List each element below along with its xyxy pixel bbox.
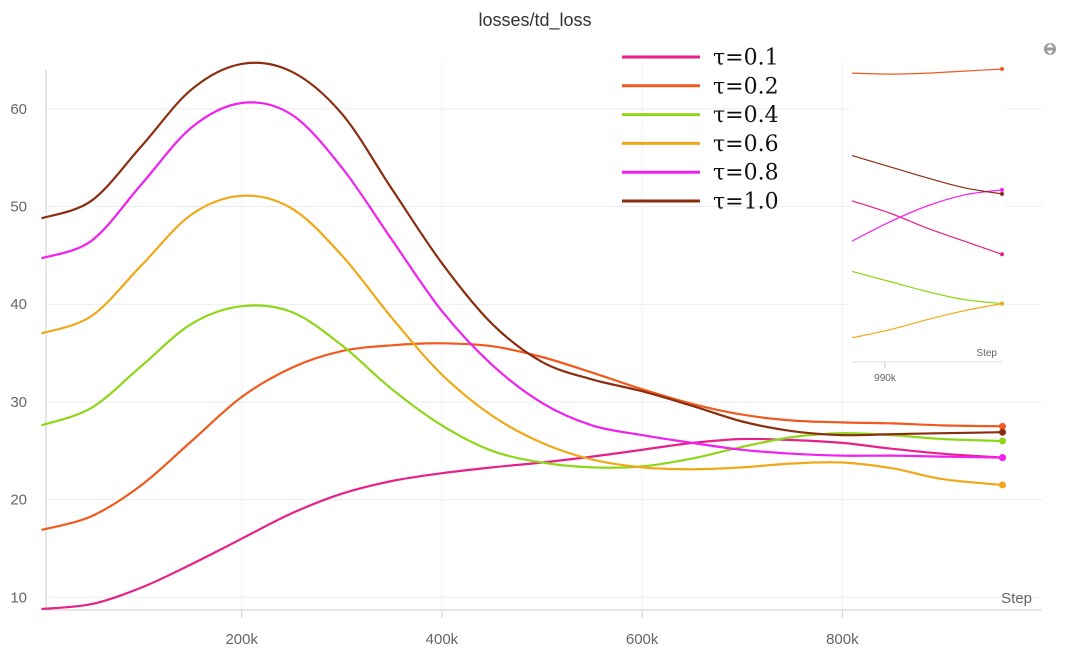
inset-background	[850, 60, 1006, 362]
series-line-0[interactable]	[41, 437, 1003, 611]
series-line-3[interactable]	[41, 194, 1003, 487]
series-end-point-3[interactable]	[999, 481, 1007, 489]
axes: 10 20 30 40 50 60 200k 400k 600k 800k	[10, 70, 1042, 648]
legend[interactable]: τ=0.1 τ=0.2 τ=0.4 τ=0.6 τ=0.8 τ=1.0	[622, 46, 779, 215]
chart-title: losses/td_loss	[478, 10, 591, 31]
x-tick-label: 200k	[225, 631, 258, 648]
inset-series-end-point-5	[1000, 191, 1004, 196]
inset-series-line-3	[851, 303, 1003, 339]
x-tick-label: 400k	[426, 631, 459, 648]
inset-series-end-point-4	[1000, 187, 1004, 192]
series-end-point-2[interactable]	[999, 437, 1007, 445]
inset-zoom-panel: 990k Step	[850, 60, 1006, 384]
series-line-1[interactable]	[41, 342, 1003, 531]
legend-item-3[interactable]: τ=0.6	[622, 132, 779, 157]
legend-item-1[interactable]: τ=0.2	[622, 74, 779, 99]
x-tick-label: 800k	[826, 631, 859, 648]
grid	[46, 60, 1042, 610]
series-end-point-5[interactable]	[999, 428, 1007, 436]
inset-x-tick-label: 990k	[874, 373, 897, 384]
inset-series-end-point-0	[1000, 252, 1004, 257]
inset-series-line-4	[851, 189, 1003, 242]
legend-item-5[interactable]: τ=1.0	[622, 190, 779, 215]
series-end-point-1[interactable]	[999, 422, 1007, 430]
legend-label: τ=0.1	[713, 46, 779, 71]
inset-x-axis-label: Step	[976, 348, 997, 359]
y-tick-label: 10	[10, 589, 27, 606]
y-tick-label: 60	[10, 101, 27, 118]
x-tick-label: 600k	[626, 631, 659, 648]
legend-label: τ=0.8	[713, 161, 779, 186]
legend-label: τ=0.4	[713, 103, 779, 128]
y-tick-label: 50	[10, 199, 27, 216]
series-end-point-4[interactable]	[999, 454, 1007, 462]
series-line-4[interactable]	[41, 101, 1003, 459]
legend-label: τ=0.6	[713, 132, 779, 157]
series-line-5[interactable]	[41, 61, 1003, 437]
legend-item-0[interactable]: τ=0.1	[622, 46, 779, 71]
legend-item-2[interactable]: τ=0.4	[622, 103, 779, 128]
x-axis-label: Step	[1001, 590, 1032, 607]
scroll-handle-icon[interactable]	[1043, 38, 1057, 60]
inset-series-line-2	[851, 270, 1003, 305]
inset-series-line-1	[851, 68, 1003, 75]
series-lines	[41, 61, 1007, 611]
inset-series-end-point-3	[1000, 301, 1004, 306]
y-tick-label: 20	[10, 492, 27, 509]
y-tick-label: 30	[10, 394, 27, 411]
y-tick-label: 40	[10, 296, 27, 313]
inset-series-end-point-1	[1000, 67, 1004, 72]
series-line-2[interactable]	[41, 304, 1003, 469]
inset-series-line-5	[851, 155, 1003, 195]
legend-label: τ=1.0	[713, 190, 779, 215]
inset-series-line-0	[851, 200, 1003, 255]
legend-item-4[interactable]: τ=0.8	[622, 161, 779, 186]
legend-label: τ=0.2	[713, 74, 779, 99]
